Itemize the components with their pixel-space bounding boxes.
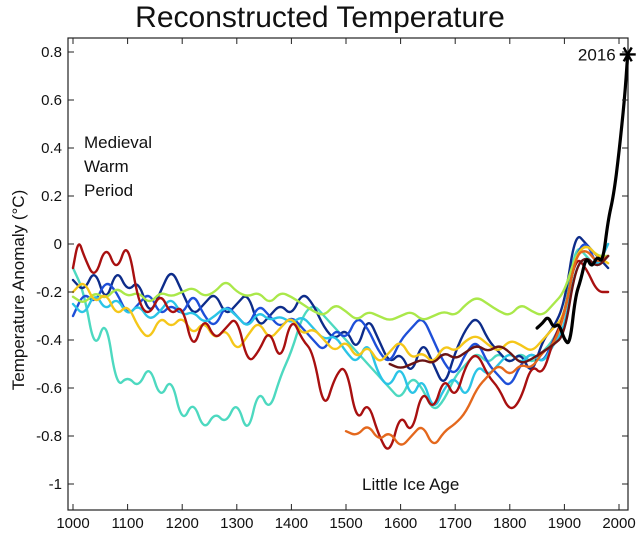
- annotation-medieval-line: Warm: [84, 157, 129, 176]
- marker-label-2016: 2016: [578, 45, 616, 64]
- x-tick-label: 1400: [275, 515, 308, 532]
- y-tick-label: 0.6: [41, 92, 62, 109]
- series-line-5: [71, 245, 610, 321]
- chart-title: Reconstructed Temperature: [135, 1, 505, 34]
- y-tick-label: -0.2: [36, 284, 62, 301]
- y-tick-label: -0.8: [36, 428, 62, 445]
- y-axis-label: Temperature Anomaly (°C): [9, 190, 28, 390]
- x-tick-label: 1600: [384, 515, 417, 532]
- y-tick-label: 0.4: [41, 140, 62, 157]
- plot-border: [67, 37, 629, 511]
- y-tick-label: -0.4: [36, 332, 62, 349]
- y-tick-label: 0.8: [41, 44, 62, 61]
- x-tick-label: 2000: [602, 515, 635, 532]
- series-layer: [71, 52, 630, 450]
- annotation-little-ice-age: Little Ice Age: [362, 475, 459, 494]
- plot-area: [67, 37, 629, 511]
- series-line-10: [535, 52, 630, 345]
- marker-star-stroke: [622, 46, 633, 62]
- y-tick-label: -0.6: [36, 380, 62, 397]
- x-tick-label: 1000: [56, 515, 89, 532]
- x-tick-label: 1300: [220, 515, 253, 532]
- series-line-8: [344, 250, 610, 446]
- x-tick-label: 1900: [548, 515, 581, 532]
- y-tick-label: 0: [54, 236, 62, 253]
- x-tick-label: 1200: [166, 515, 199, 532]
- x-tick-label: 1800: [493, 515, 526, 532]
- axis-ticks: 1000 1100 1200 1300 1400 1500 1600 1700 1800 1900…: [36, 38, 636, 532]
- series-line-6: [71, 245, 610, 362]
- annotation-medieval-line: Medieval: [84, 133, 152, 152]
- y-tick-label: 0.2: [41, 188, 62, 205]
- x-tick-label: 1500: [329, 515, 362, 532]
- marker-2016: [619, 46, 636, 62]
- series-line-1: [71, 247, 610, 427]
- annotation-medieval-warm-period: Medieval Warm Period: [84, 133, 152, 200]
- series-line-7: [71, 243, 610, 450]
- series-line-3: [71, 243, 610, 386]
- x-tick-label: 1100: [111, 515, 143, 532]
- y-tick-label: -1: [49, 476, 62, 493]
- series-line-9: [388, 254, 610, 369]
- x-tick-label: 1700: [439, 515, 472, 532]
- annotation-medieval-line: Period: [84, 181, 133, 200]
